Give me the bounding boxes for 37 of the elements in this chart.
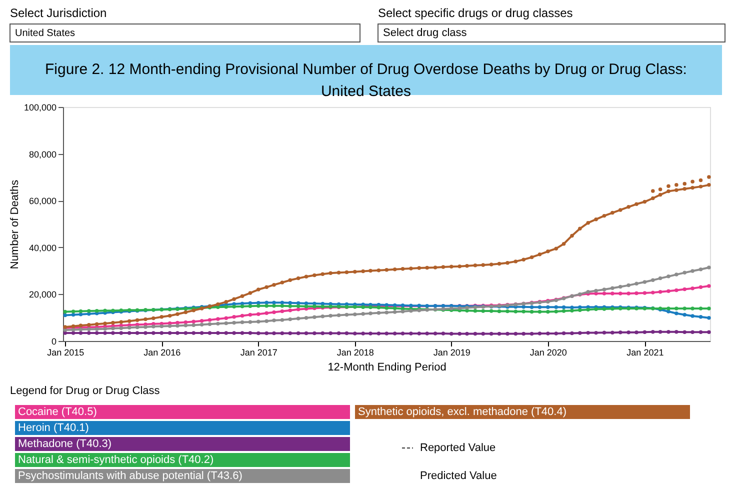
point <box>666 184 670 188</box>
x-tick-label: Jan 2018 <box>336 348 374 358</box>
text: Natural & semi-synthetic opioids (T40.2) <box>18 454 214 466</box>
text: Synthetic opioids, excl. methadone (T40.4) <box>358 406 567 418</box>
point <box>690 180 694 184</box>
point <box>682 182 686 186</box>
text: Predicted Value <box>420 470 497 482</box>
y-tick-label: 80,000 <box>28 149 56 160</box>
y-axis-title: Number of Deaths <box>8 179 21 270</box>
x-tick-label: Jan 2016 <box>144 348 181 358</box>
text: Psychostimulants with abuse potential (T43.6) <box>18 470 242 482</box>
x-axis-title: 12-Month Ending Period <box>328 362 446 374</box>
x-tick-label: Jan 2019 <box>433 348 470 358</box>
text: Reported Value <box>420 442 496 454</box>
x-tick-label: Jan 2020 <box>530 348 567 358</box>
point <box>658 188 662 192</box>
text: Heroin (T40.1) <box>18 422 89 434</box>
x-tick-label: Jan 2021 <box>626 348 664 358</box>
y-tick-label: 40,000 <box>28 242 56 253</box>
y-tick-label: 20,000 <box>28 290 56 300</box>
text: Select specific drugs or drug classes <box>378 6 573 20</box>
point <box>674 183 678 187</box>
text: Cocaine (T40.5) <box>18 406 97 418</box>
text: Methadone (T40.3) <box>18 438 112 450</box>
y-tick-label: 100,000 <box>24 102 56 112</box>
chart-title: Figure 2. 12 Month-ending Provisional Number of Drug Overdose Deaths by Drug or Drug Class: United States <box>45 61 687 100</box>
x-tick-label: Jan 2017 <box>240 348 278 358</box>
x-tick-label: Jan 2015 <box>47 348 84 358</box>
y-tick-label: 60,000 <box>28 196 56 206</box>
y-tick-label: 0 <box>51 336 56 346</box>
text: Select drug class <box>383 27 468 39</box>
point <box>651 189 655 193</box>
text: Select Jurisdiction <box>10 6 107 20</box>
point <box>698 178 703 182</box>
legend-title: Legend for Drug or Drug Class <box>10 385 160 397</box>
point <box>707 175 711 179</box>
text: United States <box>15 28 76 39</box>
